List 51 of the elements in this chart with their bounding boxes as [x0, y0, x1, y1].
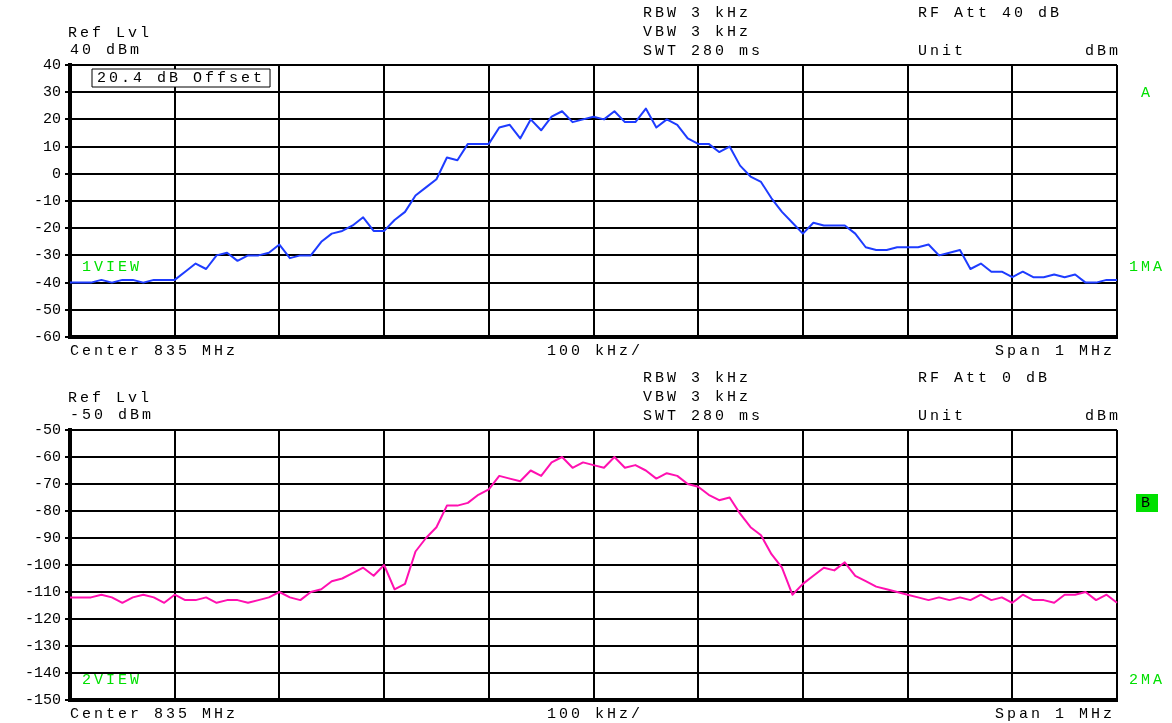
y-tick-label: -70 — [33, 475, 61, 493]
y-tick-label: -100 — [24, 556, 61, 574]
y-tick-label: -120 — [24, 610, 61, 628]
y-tick-label: -50 — [33, 421, 61, 439]
text: dBm — [1084, 407, 1121, 425]
text: SWT 280 ms — [643, 42, 764, 60]
text: SWT 280 ms — [643, 407, 764, 425]
y-tick-label: -150 — [24, 691, 61, 709]
y-tick-label: -90 — [33, 529, 61, 547]
text: Ref Lvl — [68, 24, 153, 42]
text: A — [1140, 84, 1154, 102]
text: B — [1140, 494, 1154, 512]
y-tick-label: 30 — [42, 84, 61, 102]
text: Ref Lvl — [68, 389, 153, 407]
text: VBW 3 kHz — [643, 23, 752, 41]
y-tick-label: 40 — [42, 56, 61, 74]
y-tick-label: 10 — [42, 138, 61, 156]
text: RF Att 0 dB — [918, 369, 1051, 387]
text: RBW 3 kHz — [643, 369, 752, 387]
text: Center 835 MHz — [70, 342, 239, 360]
text: Unit — [918, 407, 967, 425]
annotation: 2VIEW — [82, 671, 143, 689]
y-tick-label: -10 — [33, 192, 61, 210]
y-tick-label: -130 — [24, 637, 61, 655]
annotation: 1VIEW — [82, 258, 143, 276]
y-tick-label: -110 — [24, 583, 61, 601]
text: 40 dBm — [70, 41, 143, 59]
text: Unit — [918, 42, 967, 60]
text: RBW 3 kHz — [643, 4, 752, 22]
text: Center 835 MHz — [70, 705, 239, 723]
text: Span 1 MHz — [994, 705, 1115, 723]
y-tick-label: -140 — [24, 664, 61, 682]
text: 100 kHz/ — [546, 705, 644, 723]
text: 2MA — [1128, 671, 1166, 689]
text: dBm — [1084, 42, 1121, 60]
text: VBW 3 kHz — [643, 388, 752, 406]
text: Span 1 MHz — [994, 342, 1115, 360]
y-tick-label: 20 — [42, 111, 61, 129]
y-tick-label: -20 — [33, 220, 61, 238]
text: -50 dBm — [70, 406, 155, 424]
y-tick-label: -30 — [33, 247, 61, 265]
y-tick-label: -60 — [33, 328, 61, 346]
y-tick-label: -60 — [33, 448, 61, 466]
y-tick-label: -40 — [33, 274, 61, 292]
y-tick-label: 0 — [51, 165, 61, 183]
text: 1MA — [1128, 258, 1166, 276]
y-tick-label: -80 — [33, 502, 61, 520]
y-tick-label: -50 — [33, 301, 61, 319]
text: 100 kHz/ — [546, 342, 644, 360]
text: RF Att 40 dB — [918, 4, 1063, 22]
annotation: 20.4 dB Offset — [97, 69, 266, 87]
